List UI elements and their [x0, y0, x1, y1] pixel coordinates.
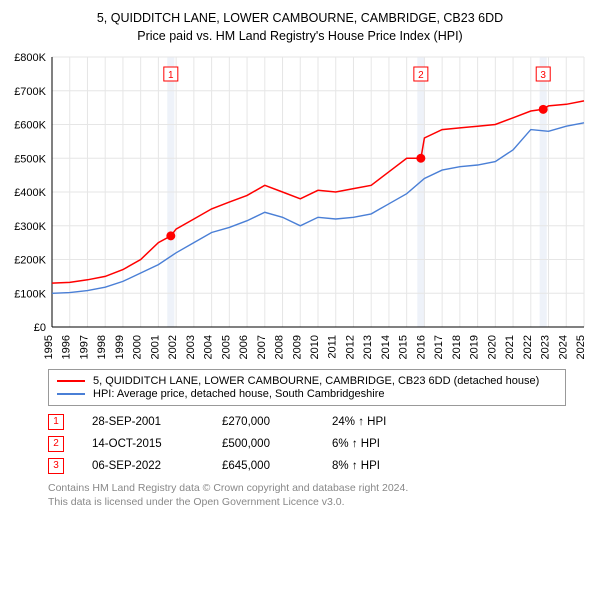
y-tick-label: £600K	[14, 120, 46, 132]
x-tick-label: 2018	[451, 335, 463, 359]
footnote-line2: This data is licensed under the Open Gov…	[48, 496, 590, 510]
y-tick-label: £400K	[14, 187, 46, 199]
legend-box: 5, QUIDDITCH LANE, LOWER CAMBOURNE, CAMB…	[48, 369, 566, 406]
chart-title-block: 5, QUIDDITCH LANE, LOWER CAMBOURNE, CAMB…	[10, 10, 590, 45]
marker-date: 14-OCT-2015	[92, 438, 222, 450]
x-tick-label: 2010	[309, 335, 321, 359]
chart-container: 5, QUIDDITCH LANE, LOWER CAMBOURNE, CAMB…	[10, 10, 590, 509]
legend-item: HPI: Average price, detached house, Sout…	[57, 388, 557, 400]
marker-delta: 8% ↑ HPI	[332, 460, 452, 472]
x-tick-label: 2008	[274, 335, 286, 359]
x-tick-label: 2003	[185, 335, 197, 359]
y-tick-label: £500K	[14, 153, 46, 165]
x-tick-label: 2000	[132, 335, 144, 359]
x-tick-label: 2007	[256, 335, 268, 359]
footnote: Contains HM Land Registry data © Crown c…	[48, 482, 590, 509]
y-tick-label: £300K	[14, 221, 46, 233]
x-tick-label: 2024	[557, 335, 569, 359]
x-tick-label: 2023	[540, 335, 552, 359]
x-tick-label: 2015	[398, 335, 410, 359]
marker-delta: 24% ↑ HPI	[332, 416, 452, 428]
x-tick-label: 1997	[78, 335, 90, 359]
x-tick-label: 2002	[167, 335, 179, 359]
marker-flag-num: 2	[418, 70, 424, 81]
x-tick-label: 2005	[220, 335, 232, 359]
chart-title-line1: 5, QUIDDITCH LANE, LOWER CAMBOURNE, CAMB…	[10, 10, 590, 28]
x-tick-label: 2011	[327, 335, 339, 359]
legend-swatch	[57, 393, 85, 395]
marker-table-row: 1 28-SEP-2001£270,00024% ↑ HPI	[48, 414, 548, 430]
y-tick-label: £800K	[14, 52, 46, 64]
x-tick-label: 2012	[344, 335, 356, 359]
x-tick-label: 2019	[469, 335, 481, 359]
marker-price: £645,000	[222, 460, 332, 472]
x-tick-label: 1999	[114, 335, 126, 359]
marker-dot	[166, 231, 175, 240]
marker-num-box: 2	[48, 436, 64, 452]
legend-label: 5, QUIDDITCH LANE, LOWER CAMBOURNE, CAMB…	[93, 375, 539, 387]
x-tick-label: 2020	[486, 335, 498, 359]
x-tick-label: 2025	[575, 335, 587, 359]
x-tick-label: 2004	[203, 335, 215, 359]
x-tick-label: 2022	[522, 335, 534, 359]
y-tick-label: £0	[34, 322, 46, 334]
plot-area: £0 £100K £200K £300K £400K £500K £600K £700K £80…	[10, 51, 590, 361]
x-tick-label: 2017	[433, 335, 445, 359]
footnote-line1: Contains HM Land Registry data © Crown c…	[48, 482, 590, 496]
x-tick-label: 2001	[149, 335, 161, 359]
marker-table-row: 3 06-SEP-2022£645,0008% ↑ HPI	[48, 458, 548, 474]
line-chart-svg: £0 £100K £200K £300K £400K £500K £600K £700K £80…	[10, 51, 590, 361]
y-tick-label: £200K	[14, 255, 46, 267]
marker-date: 06-SEP-2022	[92, 460, 222, 472]
marker-delta: 6% ↑ HPI	[332, 438, 452, 450]
marker-price: £500,000	[222, 438, 332, 450]
marker-num-box: 3	[48, 458, 64, 474]
marker-date: 28-SEP-2001	[92, 416, 222, 428]
x-tick-label: 2009	[291, 335, 303, 359]
x-tick-label: 2021	[504, 335, 516, 359]
x-tick-label: 2006	[238, 335, 250, 359]
y-tick-label: £700K	[14, 86, 46, 98]
x-tick-label: 2014	[380, 335, 392, 359]
marker-table-row: 2 14-OCT-2015£500,0006% ↑ HPI	[48, 436, 548, 452]
x-tick-label: 2016	[415, 335, 427, 359]
x-tick-label: 1998	[96, 335, 108, 359]
marker-flag-num: 3	[540, 70, 546, 81]
marker-num-box: 1	[48, 414, 64, 430]
marker-dot	[539, 105, 548, 114]
x-tick-label: 1995	[43, 335, 55, 359]
legend-item: 5, QUIDDITCH LANE, LOWER CAMBOURNE, CAMB…	[57, 375, 557, 387]
markers-table: 1 28-SEP-2001£270,00024% ↑ HPI 2 14-OCT-201…	[48, 414, 548, 474]
marker-price: £270,000	[222, 416, 332, 428]
y-tick-label: £100K	[14, 288, 46, 300]
x-tick-label: 2013	[362, 335, 374, 359]
marker-dot	[416, 154, 425, 163]
marker-flag-num: 1	[168, 70, 174, 81]
x-tick-label: 1996	[61, 335, 73, 359]
legend-label: HPI: Average price, detached house, Sout…	[93, 388, 384, 400]
legend-swatch	[57, 380, 85, 382]
chart-title-line2: Price paid vs. HM Land Registry's House …	[10, 28, 590, 46]
